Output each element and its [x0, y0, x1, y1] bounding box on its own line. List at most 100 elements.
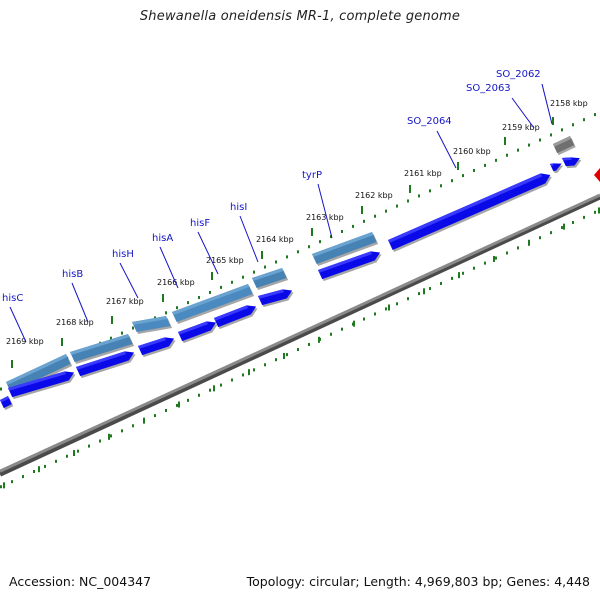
gene-label-so_2063[interactable]: SO_2063	[466, 83, 511, 94]
gene-label-hisc[interactable]: hisC	[2, 293, 23, 304]
gene-label-hisf[interactable]: hisF	[190, 218, 210, 229]
gene-body[interactable]	[172, 284, 253, 322]
inner-tick	[213, 385, 215, 392]
gene-body[interactable]	[138, 337, 175, 356]
major-tick-2164	[261, 251, 263, 259]
gene-label-hish[interactable]: hisH	[112, 249, 134, 260]
gray-gene-so2062[interactable]	[553, 136, 576, 156]
backbone-shadow	[0, 194, 600, 477]
track-dot	[462, 271, 464, 275]
forward-gene-9[interactable]	[388, 173, 552, 252]
track-dot	[341, 229, 343, 233]
inner-tick	[598, 207, 600, 214]
gene-label-hisb[interactable]: hisB	[62, 269, 83, 280]
outer-dotted-track	[0, 113, 596, 391]
track-dot	[286, 353, 288, 357]
track-dot	[517, 148, 519, 152]
track-dot	[517, 246, 519, 250]
gene-body[interactable]	[178, 321, 217, 342]
track-dot	[561, 128, 563, 132]
forward-gene-11[interactable]	[562, 157, 582, 169]
track-dot	[594, 113, 596, 117]
gene-body[interactable]	[70, 334, 133, 362]
gene-body[interactable]	[553, 136, 575, 154]
track-dot	[22, 475, 24, 479]
forward-gene-6[interactable]	[214, 305, 258, 330]
track-dot	[330, 332, 332, 336]
gene-body[interactable]	[252, 268, 287, 288]
forward-gene-5[interactable]	[178, 321, 218, 344]
track-dot	[440, 184, 442, 188]
track-dot	[418, 292, 420, 296]
inner-tick	[318, 336, 320, 343]
track-dot	[473, 266, 475, 270]
operon-gene-2[interactable]	[70, 334, 135, 364]
forward-gene-10[interactable]	[550, 163, 564, 174]
gene-highlight	[76, 351, 126, 370]
operon-gene-4[interactable]	[172, 284, 255, 324]
track-dot	[462, 174, 464, 178]
gene-label-hisa[interactable]: hisA	[152, 233, 173, 244]
operon-gene-5[interactable]	[252, 268, 289, 290]
tick-label-2168: 2168 kbp	[56, 318, 94, 327]
gene-label-so_2064[interactable]: SO_2064	[407, 116, 452, 127]
track-dot	[495, 256, 497, 260]
track-dot	[396, 302, 398, 306]
track-dot	[231, 280, 233, 284]
major-tick-2167	[111, 316, 113, 324]
gene-label-so_2062[interactable]: SO_2062	[496, 69, 541, 80]
gene-label-hisi[interactable]: hisI	[230, 202, 247, 213]
gene-body[interactable]	[76, 351, 135, 377]
inner-tick	[353, 320, 355, 327]
forward-gene-7[interactable]	[258, 289, 294, 308]
track-dot	[198, 393, 200, 397]
labels: 2158 kbp 2159 kbp 2160 kbp 2161 kbp 2162 kbp…	[2, 69, 588, 346]
track-dot	[429, 287, 431, 291]
red-feature-marker[interactable]	[594, 168, 600, 182]
track-dot	[220, 285, 222, 289]
forward-gene-8[interactable]	[318, 251, 382, 282]
track-dot	[121, 331, 123, 335]
tick-label-2169: 2169 kbp	[6, 337, 44, 346]
track-dot	[242, 373, 244, 377]
inner-tick	[493, 255, 495, 262]
gene-features[interactable]	[0, 136, 600, 411]
gene-body[interactable]	[214, 305, 257, 328]
inner-tick	[143, 417, 145, 424]
gene-body[interactable]	[8, 371, 75, 398]
operon-gene-3[interactable]	[132, 316, 173, 334]
forward-gene-3[interactable]	[76, 351, 136, 379]
leader-line-hish	[119, 262, 139, 299]
track-dot	[451, 179, 453, 183]
gene-label-tyrp[interactable]: tyrP	[302, 170, 322, 181]
track-dot	[231, 378, 233, 382]
leader-line-so_2062	[541, 83, 553, 125]
forward-gene-1[interactable]	[0, 396, 14, 411]
tick-label-2167: 2167 kbp	[106, 297, 144, 306]
track-dot	[407, 297, 409, 301]
track-dot	[99, 439, 101, 443]
inner-tick	[108, 433, 110, 440]
gene-body[interactable]	[388, 173, 551, 250]
track-dot	[165, 409, 167, 413]
major-tick-2161	[409, 185, 411, 193]
gene-highlight	[562, 157, 572, 161]
track-dot	[583, 118, 585, 122]
operon-gene-6[interactable]	[312, 232, 379, 266]
track-dot	[132, 326, 134, 330]
track-dot	[495, 158, 497, 162]
tick-label-2160: 2160 kbp	[453, 147, 491, 156]
forward-gene-4[interactable]	[138, 337, 176, 358]
forward-gene-2[interactable]	[8, 371, 76, 400]
major-tick-2168	[61, 338, 63, 346]
gene-body[interactable]	[312, 232, 377, 264]
accession-text: Accession: NC_004347	[9, 574, 152, 589]
gene-body[interactable]	[258, 289, 293, 306]
inner-tick	[423, 288, 425, 295]
gene-body[interactable]	[318, 251, 381, 280]
leader-line-hisb	[71, 282, 89, 323]
track-dot	[308, 342, 310, 346]
gene-body[interactable]	[6, 354, 71, 392]
track-dot	[297, 250, 299, 254]
